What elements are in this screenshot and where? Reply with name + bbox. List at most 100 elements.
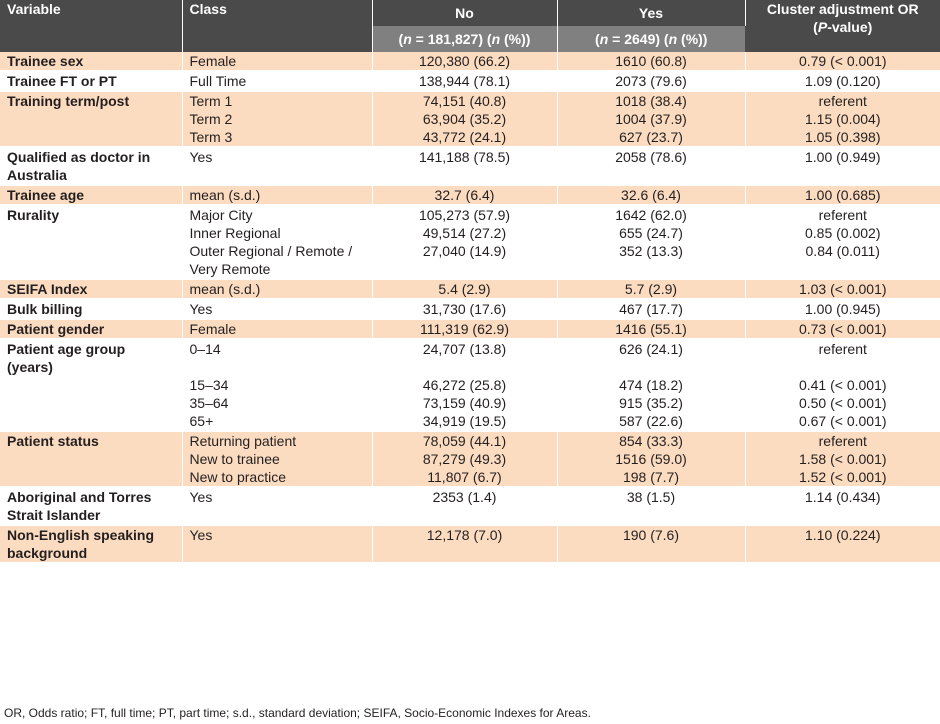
cell-no: 120,380 (66.2) bbox=[372, 52, 558, 71]
table-row: Patient gender Female 111,319 (62.9) 1416 (… bbox=[0, 318, 940, 339]
cell-no: 27,040 (14.9) bbox=[372, 242, 558, 279]
cell-no: 105,273 (57.9) bbox=[372, 204, 558, 224]
table-row: Trainee sex Female 120,380 (66.2) 1610 (60.… bbox=[0, 52, 940, 71]
cell-class: Major City bbox=[182, 204, 373, 224]
subheader-no-n: (n = 181,827) (n (%)) bbox=[372, 26, 558, 52]
cell-variable: Trainee FT or PT bbox=[0, 70, 183, 91]
cell-no: 24,707 (13.8) bbox=[372, 338, 558, 376]
cell-variable: Aboriginal and Torres Strait Islander bbox=[0, 486, 183, 525]
cell-no: 111,319 (62.9) bbox=[372, 318, 558, 339]
cell-class: Yes bbox=[182, 486, 373, 525]
cell-variable bbox=[0, 224, 183, 242]
cell-or: 0.73 (< 0.001) bbox=[745, 318, 940, 339]
cell-or: 1.00 (0.949) bbox=[745, 146, 940, 185]
cell-yes: 1004 (37.9) bbox=[557, 110, 746, 128]
cell-variable bbox=[0, 412, 183, 431]
cell-variable bbox=[0, 468, 183, 487]
cell-no: 5.4 (2.9) bbox=[372, 278, 558, 299]
cell-or: referent bbox=[745, 90, 940, 110]
cell-yes: 655 (24.7) bbox=[557, 224, 746, 242]
header-row: Variable Class No Yes Cluster adjustment… bbox=[0, 0, 940, 52]
cell-no: 141,188 (78.5) bbox=[372, 146, 558, 185]
cell-yes: 1642 (62.0) bbox=[557, 204, 746, 224]
header-or-line2: -value) bbox=[827, 19, 873, 35]
cell-yes: 587 (22.6) bbox=[557, 412, 746, 431]
cell-class: 65+ bbox=[182, 412, 373, 431]
cell-yes: 198 (7.7) bbox=[557, 468, 746, 487]
cell-no: 2353 (1.4) bbox=[372, 486, 558, 525]
cell-class: Female bbox=[182, 318, 373, 339]
table-row: Qualified as doctor in Australia Yes 141,1… bbox=[0, 146, 940, 185]
cell-or: 0.41 (< 0.001) bbox=[745, 376, 940, 394]
cell-no: 78,059 (44.1) bbox=[372, 430, 558, 450]
cell-yes: 2058 (78.6) bbox=[557, 146, 746, 185]
header-no: No bbox=[372, 0, 558, 26]
cell-yes: 1610 (60.8) bbox=[557, 52, 746, 71]
cell-or: 0.85 (0.002) bbox=[745, 224, 940, 242]
cell-yes: 915 (35.2) bbox=[557, 394, 746, 412]
cell-or: 1.14 (0.434) bbox=[745, 486, 940, 525]
cell-no: 138,944 (78.1) bbox=[372, 70, 558, 91]
cell-variable: Training term/post bbox=[0, 90, 183, 110]
table-row: New to trainee 87,279 (49.3) 1516 (59.0) 1.… bbox=[0, 450, 940, 468]
header-yes: Yes bbox=[557, 0, 746, 26]
cell-variable: Patient gender bbox=[0, 318, 183, 339]
cell-yes: 626 (24.1) bbox=[557, 338, 746, 376]
cell-no: 12,178 (7.0) bbox=[372, 524, 558, 562]
cell-no: 63,904 (35.2) bbox=[372, 110, 558, 128]
cell-yes: 5.7 (2.9) bbox=[557, 278, 746, 299]
cell-variable: Non-English speaking background bbox=[0, 524, 183, 562]
table-row: Patient age group (years) 0–14 24,707 (13.… bbox=[0, 338, 940, 376]
cell-variable bbox=[0, 394, 183, 412]
cell-or: 0.84 (0.011) bbox=[745, 242, 940, 279]
cell-class: Term 2 bbox=[182, 110, 373, 128]
table-row: Inner Regional 49,514 (27.2) 655 (24.7) 0.8… bbox=[0, 224, 940, 242]
cell-class: 35–64 bbox=[182, 394, 373, 412]
table-row: Aboriginal and Torres Strait Islander Yes… bbox=[0, 486, 940, 525]
subheader-yes-n: (n = 2649) (n (%)) bbox=[557, 26, 745, 52]
cell-variable bbox=[0, 110, 183, 128]
cell-or: 1.03 (< 0.001) bbox=[745, 278, 940, 299]
subheader-row: (n = 181,827) (n (%)) (n = 2649) (n (%)) bbox=[0, 26, 940, 52]
cell-class: Returning patient bbox=[182, 430, 373, 450]
cell-class: New to trainee bbox=[182, 450, 373, 468]
cell-variable: Patient age group (years) bbox=[0, 338, 183, 376]
cell-no: 87,279 (49.3) bbox=[372, 450, 558, 468]
cell-no: 32.7 (6.4) bbox=[372, 184, 558, 205]
cell-variable bbox=[0, 450, 183, 468]
table-row: Bulk billing Yes 31,730 (17.6) 467 (17.7) 1.… bbox=[0, 298, 940, 319]
cell-yes: 627 (23.7) bbox=[557, 128, 746, 147]
cell-class: Yes bbox=[182, 146, 373, 185]
cell-or: 0.67 (< 0.001) bbox=[745, 412, 940, 431]
cell-yes: 38 (1.5) bbox=[557, 486, 746, 525]
cell-yes: 1416 (55.1) bbox=[557, 318, 746, 339]
cell-or: 1.52 (< 0.001) bbox=[745, 468, 940, 487]
cell-class: Yes bbox=[182, 524, 373, 562]
cell-no: 74,151 (40.8) bbox=[372, 90, 558, 110]
cell-or: 1.05 (0.398) bbox=[745, 128, 940, 147]
header-or-open: ( bbox=[813, 19, 818, 35]
table-row: Patient status Returning patient 78,059 (4… bbox=[0, 430, 940, 450]
results-table: Variable Class No Yes Cluster adjustment… bbox=[0, 0, 940, 562]
cell-yes: 1018 (38.4) bbox=[557, 90, 746, 110]
cell-or: referent bbox=[745, 338, 940, 376]
cell-class: New to practice bbox=[182, 468, 373, 487]
cell-variable: Rurality bbox=[0, 204, 183, 224]
cell-class: Yes bbox=[182, 298, 373, 319]
cell-variable: SEIFA Index bbox=[0, 278, 183, 299]
cell-variable: Qualified as doctor in Australia bbox=[0, 146, 183, 185]
cell-or: 1.58 (< 0.001) bbox=[745, 450, 940, 468]
cell-class: mean (s.d.) bbox=[182, 278, 373, 299]
cell-yes: 32.6 (6.4) bbox=[557, 184, 746, 205]
cell-variable bbox=[0, 128, 183, 147]
cell-class: Term 3 bbox=[182, 128, 373, 147]
table-body: Trainee sex Female 120,380 (66.2) 1610 (60.… bbox=[0, 52, 940, 562]
cell-or: 1.10 (0.224) bbox=[745, 524, 940, 562]
cell-variable bbox=[0, 242, 183, 279]
cell-yes: 854 (33.3) bbox=[557, 430, 746, 450]
table-row: Training term/post Term 1 74,151 (40.8) 101… bbox=[0, 90, 940, 110]
header-or-p: P bbox=[817, 19, 828, 35]
header-cluster-or: Cluster adjustment OR (P-value) bbox=[745, 0, 940, 52]
cell-class: 15–34 bbox=[182, 376, 373, 394]
table-row: Term 3 43,772 (24.1) 627 (23.7) 1.05 (0.398… bbox=[0, 128, 940, 147]
